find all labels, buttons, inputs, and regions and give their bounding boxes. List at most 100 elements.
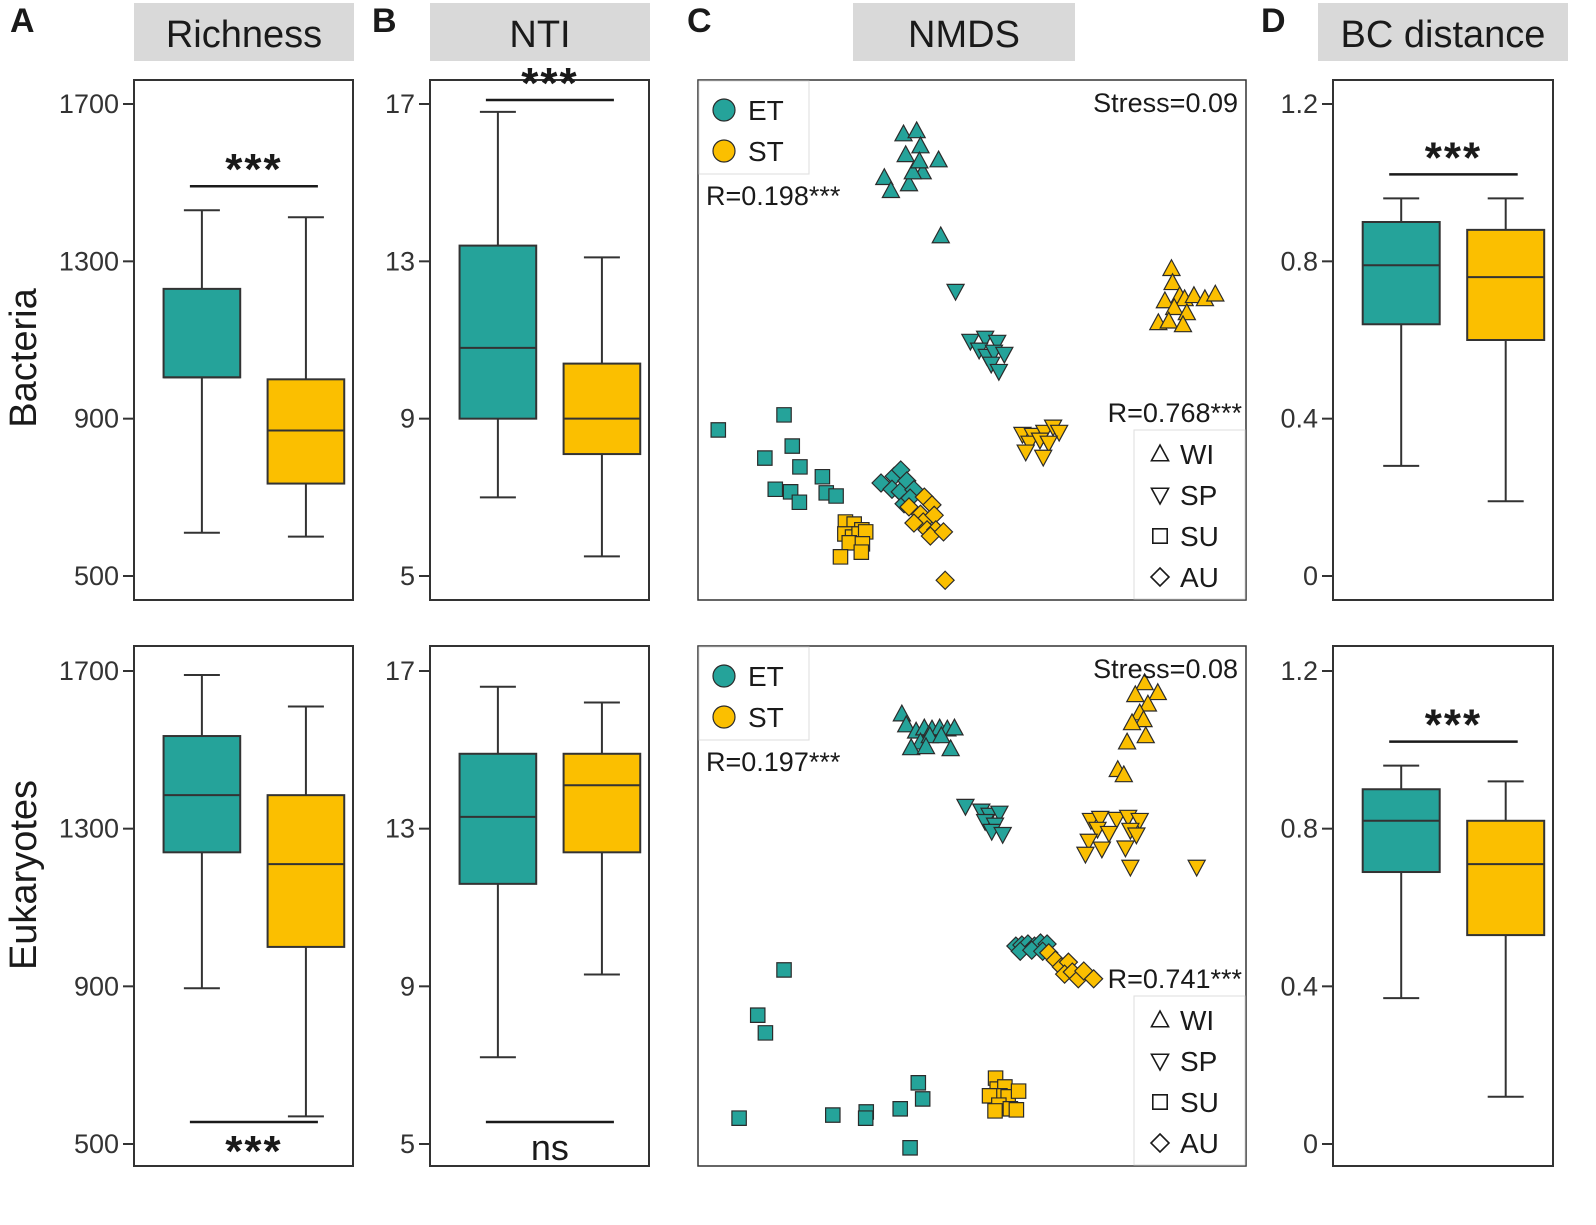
y-tick-label: 1.2 [1280,89,1318,119]
stress-value: Stress=0.09 [1093,88,1238,118]
nmds-point-st-sp [1049,424,1069,443]
legend-label-su: SU [1180,1087,1219,1118]
legend-dot-st [712,705,736,729]
nmds-point-st-au [933,522,954,542]
y-tick-label: 0.8 [1280,814,1318,844]
y-tick-label: 1700 [59,656,119,686]
nmds-point-et-sp [993,826,1013,845]
chart-eukaryotes-richness: 500 900 1300 1700 *** [59,645,354,1176]
legend-dot-et [712,98,736,122]
nmds-point-st-sp [1115,840,1135,859]
box-et-iqr [458,244,538,420]
nmds-point-et-su [767,481,784,498]
box-st-iqr [1466,228,1546,341]
nmds-point-et-su [814,468,831,485]
r-value-group: R=0.741*** [1108,964,1243,994]
y-tick-label: 17 [385,89,415,119]
nmds-point-et-sp [955,798,975,817]
nmds-point-et-sp [994,346,1014,365]
box-et-iqr [1361,788,1441,874]
header-nmds: NMDS [908,14,1020,56]
y-tick-label: 900 [74,404,119,434]
nmds-point-st-wi [1161,258,1182,277]
box-st-iqr [562,752,642,854]
y-tick-label: 500 [74,1129,119,1159]
r-value-season: R=0.197*** [706,747,841,777]
panel-letter-c: C [687,2,712,40]
r-value-season: R=0.198*** [706,181,841,211]
y-tick-label: 0.4 [1280,971,1318,1001]
y-tick-label: 0 [1303,1129,1318,1159]
nmds-point-et-su [791,494,808,511]
nmds-point-et-su [902,1140,918,1156]
nmds-point-et-wi [899,173,919,192]
nmds-point-et-su [825,1107,841,1123]
stress-value: Stress=0.08 [1093,654,1238,684]
chart-bacteria-bc-distance: 0 0.4 0.8 1.2 *** [1280,79,1554,601]
nmds-point-et-wi [893,123,914,142]
legend-shape-wi [1150,443,1170,462]
nmds-point-et-su [749,1007,766,1023]
significance-label: ns [531,1127,569,1168]
nmds-point-et-wi [929,149,949,168]
y-tick-label: 17 [385,656,415,686]
legend-shape-su [1152,528,1168,544]
nmds-point-st-wi [1122,712,1142,731]
legend-label-wi: WI [1180,439,1214,470]
chart-eukaryotes-nmds: ET ST Stress=0.08 R=0.197*** R=0.741*** WI SP S… [697,645,1247,1167]
legend-label-wi: WI [1180,1005,1214,1036]
nmds-point-et-wi [941,738,961,757]
nmds-point-st-sp [1039,435,1059,454]
nmds-point-et-wi [901,737,921,756]
nmds-point-et-su [892,1101,909,1117]
row-label-eukaryotes: Eukaryotes [3,780,45,970]
nmds-point-et-su [757,450,773,466]
legend-label-sp: SP [1180,1046,1217,1077]
r-value-group: R=0.768*** [1108,398,1243,428]
plot-frame [697,79,1247,601]
legend-shape-sp [1150,487,1170,506]
box-et-iqr [458,752,538,885]
panel-letter-a: A [10,2,35,40]
y-tick-label: 1300 [59,814,119,844]
nmds-point-et-wi [931,225,951,244]
nmds-point-et-su [757,1025,774,1041]
legend-shape-au [1149,1132,1171,1154]
chart-eukaryotes-nti: 5 9 13 17 ns [385,645,650,1168]
nmds-point-st-sp [1075,846,1095,865]
plot-frame [1332,645,1554,1167]
nmds-point-st-sp [1126,827,1146,846]
legend-label-et: ET [748,661,784,692]
y-tick-label: 0.4 [1280,404,1318,434]
nmds-point-et-su [776,962,792,978]
header-nti-bg [430,3,650,61]
nmds-point-et-wi [931,725,951,744]
legend-dot-st [712,139,736,163]
legend-shape-wi [1150,1009,1170,1028]
y-tick-label: 500 [74,561,119,591]
nmds-point-st-wi [1205,283,1225,302]
plot-frame [429,645,650,1167]
nmds-point-st-wi [1184,285,1204,304]
nmds-point-et-wi [909,150,929,169]
nmds-point-et-wi [907,120,927,139]
nmds-point-st-au [904,513,924,533]
header-nmds-bg [853,3,1075,61]
nmds-point-st-sp [1130,812,1150,831]
nmds-point-st-wi [1133,709,1154,728]
box-et-iqr [162,287,242,379]
nmds-point-et-su [792,459,808,475]
legend-shape-sp [1150,1053,1170,1072]
significance-label: *** [225,145,282,194]
legend-shape-au [1149,566,1171,588]
nmds-point-st-wi [1164,297,1184,316]
nmds-point-st-au [935,570,955,591]
nmds-point-st-sp [1187,859,1207,878]
chart-bacteria-nmds: ET ST Stress=0.09 R=0.198*** R=0.768*** WI SP S… [697,79,1247,601]
y-tick-label: 13 [385,814,415,844]
nmds-point-et-su [710,422,727,438]
header-bc-bg [1318,3,1568,61]
nmds-point-st-au [1083,968,1104,989]
nmds-point-st-wi [1173,314,1193,333]
